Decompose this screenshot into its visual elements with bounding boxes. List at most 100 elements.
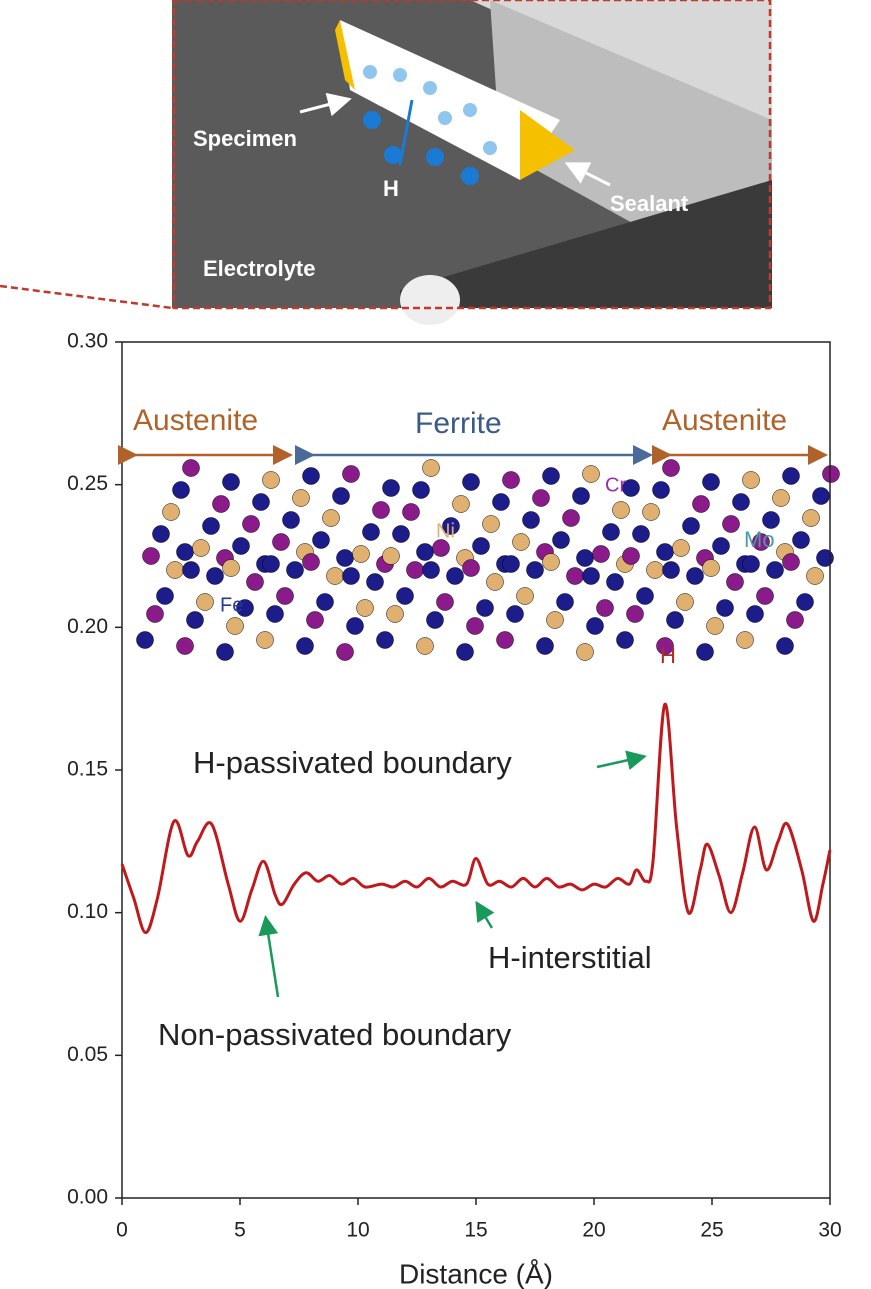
atom: [506, 605, 524, 623]
atom: [596, 599, 614, 617]
atom: [502, 555, 520, 573]
atom: [222, 559, 240, 577]
atom: [332, 487, 350, 505]
y-tick-label: 0.25: [67, 472, 108, 495]
atom: [592, 545, 610, 563]
atom: [566, 567, 584, 585]
atom: [226, 617, 244, 635]
atom: [742, 471, 760, 489]
region-label: Austenite: [133, 404, 258, 437]
atom: [392, 525, 410, 543]
atom: [336, 643, 354, 661]
atom: [182, 459, 200, 477]
atom: [766, 561, 784, 579]
atom: [136, 631, 154, 649]
atom: [286, 561, 304, 579]
atom: [302, 553, 320, 571]
atom: [702, 473, 720, 491]
atom: [476, 599, 494, 617]
atom: [316, 593, 334, 611]
x-axis-label: Distance (Å): [399, 1258, 553, 1289]
y-tick-label: 0.30: [67, 330, 108, 353]
atom: [376, 631, 394, 649]
atom: [496, 631, 514, 649]
atom: [162, 503, 180, 521]
atom: [232, 537, 250, 555]
atom: [482, 515, 500, 533]
atom: [542, 467, 560, 485]
atom: [206, 567, 224, 585]
atom: [262, 555, 280, 573]
atom: [562, 509, 580, 527]
atom: [502, 471, 520, 489]
atom: [382, 547, 400, 565]
atom: [522, 511, 540, 529]
x-tick-label: 10: [346, 1219, 369, 1242]
atom: [152, 525, 170, 543]
atom: [346, 617, 364, 635]
atom: [532, 489, 550, 507]
atom: [222, 473, 240, 491]
atom: [342, 567, 360, 585]
inset-label: H: [383, 176, 399, 201]
atom: [812, 487, 830, 505]
y-tick-label: 0.20: [67, 615, 108, 638]
atom: [656, 637, 674, 655]
atom: [202, 517, 220, 535]
atom: [542, 553, 560, 571]
atom: [322, 509, 340, 527]
x-tick-label: 20: [582, 1219, 605, 1242]
annotation: H-interstitial: [488, 940, 652, 975]
atom: [636, 587, 654, 605]
inset: Specimen H Sealant Electrolyte: [0, 0, 772, 325]
annotation: H-passivated boundary: [193, 745, 512, 780]
atom: [656, 543, 674, 561]
atom: [662, 561, 680, 579]
atom: [372, 501, 390, 519]
atom: [796, 593, 814, 611]
atom: [746, 605, 764, 623]
atom: [386, 605, 404, 623]
atom: [302, 467, 320, 485]
atom: [716, 599, 734, 617]
atom: [576, 549, 594, 567]
atom: [172, 481, 190, 499]
y-tick-label: 0.15: [67, 758, 108, 781]
atom: [806, 567, 824, 585]
atom: [702, 559, 720, 577]
atom: [606, 573, 624, 591]
atom: [426, 611, 444, 629]
atom: [266, 605, 284, 623]
atom: [416, 543, 434, 561]
x-tick-label: 15: [464, 1219, 487, 1242]
x-tick-label: 0: [116, 1219, 128, 1242]
atom: [786, 611, 804, 629]
atom: [396, 587, 414, 605]
atom: [306, 611, 324, 629]
atom: [752, 533, 770, 551]
atom: [756, 587, 774, 605]
atom: [792, 531, 810, 549]
atom: [666, 611, 684, 629]
inset-label: Sealant: [610, 191, 689, 216]
atom: [432, 539, 450, 557]
atom: [262, 471, 280, 489]
atom: [776, 637, 794, 655]
atom: [252, 493, 270, 511]
element-label: H: [660, 643, 676, 668]
atom: [236, 599, 254, 617]
atom: [546, 611, 564, 629]
atom: [676, 593, 694, 611]
atom: [336, 549, 354, 567]
atom: [652, 481, 670, 499]
data-line: [120, 702, 832, 935]
atom: [146, 605, 164, 623]
element-label: Mo: [744, 527, 775, 552]
atom: [662, 459, 680, 477]
atom: [526, 561, 544, 579]
atom: [602, 523, 620, 541]
crystal: [136, 459, 840, 661]
atom: [446, 567, 464, 585]
x-tick-label: 25: [700, 1219, 723, 1242]
atom: [782, 467, 800, 485]
